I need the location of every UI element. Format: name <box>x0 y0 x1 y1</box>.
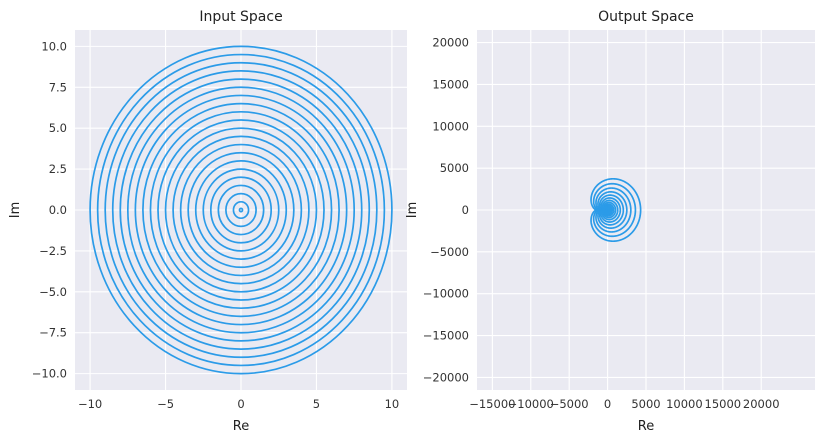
input-curves <box>89 45 393 375</box>
output-y-tick-label: 0 <box>462 203 469 217</box>
input-space-chart: −10 −5 0 5 10 −10.0 −7.5 −5.0 −2.5 0.0 2.5 5.0 7.5 1… <box>8 9 407 434</box>
output-x-tick-label: −10000 <box>508 397 554 411</box>
input-y-tick-label: 2.5 <box>49 162 67 176</box>
input-y-tick-label: 7.5 <box>49 80 67 94</box>
input-circle <box>172 135 310 285</box>
output-y-tick-label: −15000 <box>423 329 469 343</box>
output-y-axis-label: Im <box>405 202 420 219</box>
output-chart-title: Output Space <box>598 9 694 25</box>
input-x-tick-label: 10 <box>385 397 400 411</box>
output-y-ticks: −20000 −15000 −10000 −5000 0 5000 10000 15000 20… <box>423 36 469 385</box>
output-y-tick-label: 20000 <box>432 36 469 50</box>
input-y-ticks: −10.0 −7.5 −5.0 −2.5 0.0 2.5 5.0 7.5 10.0 <box>32 39 67 380</box>
input-circle <box>202 168 280 252</box>
output-y-tick-label: 15000 <box>432 77 469 91</box>
output-y-tick-label: 10000 <box>432 119 469 133</box>
output-curve <box>595 187 632 233</box>
input-circle <box>104 61 378 359</box>
input-y-tick-label: 5.0 <box>49 121 67 135</box>
input-y-tick-label: −7.5 <box>39 326 67 340</box>
output-y-tick-label: −10000 <box>423 287 469 301</box>
output-y-tick-label: −5000 <box>430 245 469 259</box>
input-y-tick-label: 0.0 <box>49 203 67 217</box>
input-circle <box>232 200 250 220</box>
output-x-tick-label: 20000 <box>743 397 780 411</box>
input-circle <box>96 53 386 367</box>
input-circle <box>149 110 333 310</box>
input-circle <box>194 160 288 260</box>
input-circle <box>119 78 363 342</box>
input-circle <box>209 176 273 244</box>
output-curve <box>598 194 625 226</box>
output-y-tick-label: −20000 <box>423 370 469 384</box>
input-circle <box>157 119 325 301</box>
input-circle <box>238 207 244 213</box>
output-y-tick-label: 5000 <box>440 161 469 175</box>
input-chart-title: Input Space <box>199 9 282 25</box>
input-x-tick-label: 5 <box>313 397 320 411</box>
output-space-chart: −15000−10000−5000 0 5000 10000 15000 20000 −2… <box>405 9 815 434</box>
input-circle <box>225 192 257 228</box>
input-x-axis-label: Re <box>233 419 249 434</box>
input-y-tick-label: −5.0 <box>39 285 67 299</box>
output-x-tick-label: 0 <box>604 397 611 411</box>
input-x-tick-label: 0 <box>237 397 244 411</box>
input-y-tick-label: 10.0 <box>41 39 67 53</box>
output-curves <box>590 177 642 243</box>
output-curve <box>597 191 628 229</box>
input-circle <box>187 151 295 269</box>
input-x-tick-label: −10 <box>78 397 102 411</box>
output-x-tick-label: −5000 <box>550 397 589 411</box>
input-circle <box>142 102 340 318</box>
input-circle <box>134 94 348 326</box>
input-y-tick-label: −2.5 <box>39 244 67 258</box>
output-grid <box>477 30 815 390</box>
input-circle <box>126 86 356 334</box>
output-x-axis-label: Re <box>638 419 654 434</box>
output-curve <box>600 197 622 223</box>
input-x-ticks: −10 −5 0 5 10 <box>78 397 399 411</box>
output-x-tick-label: 5000 <box>631 397 660 411</box>
input-y-tick-label: −10.0 <box>32 367 67 381</box>
output-x-tick-label: −15000 <box>469 397 515 411</box>
input-circle <box>179 143 303 277</box>
output-x-tick-label: 10000 <box>666 397 703 411</box>
input-circle <box>217 184 265 236</box>
input-circle <box>111 70 371 350</box>
input-y-axis-label: Im <box>8 202 23 219</box>
output-x-ticks: −15000−10000−5000 0 5000 10000 15000 20000 <box>469 397 779 411</box>
input-x-tick-label: −5 <box>157 397 174 411</box>
output-x-tick-label: 15000 <box>705 397 742 411</box>
output-curve <box>592 182 637 238</box>
input-circle <box>89 45 393 375</box>
output-curve <box>590 177 642 243</box>
input-circle <box>164 127 318 293</box>
